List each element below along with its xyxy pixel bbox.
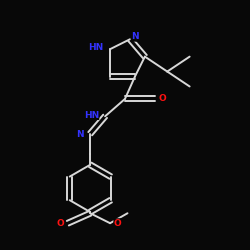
Text: HN: HN xyxy=(88,44,104,52)
Text: O: O xyxy=(56,219,64,228)
Text: O: O xyxy=(158,94,166,104)
Text: N: N xyxy=(131,32,139,41)
Text: HN: HN xyxy=(84,110,99,120)
Text: O: O xyxy=(114,219,122,228)
Text: N: N xyxy=(76,130,84,140)
